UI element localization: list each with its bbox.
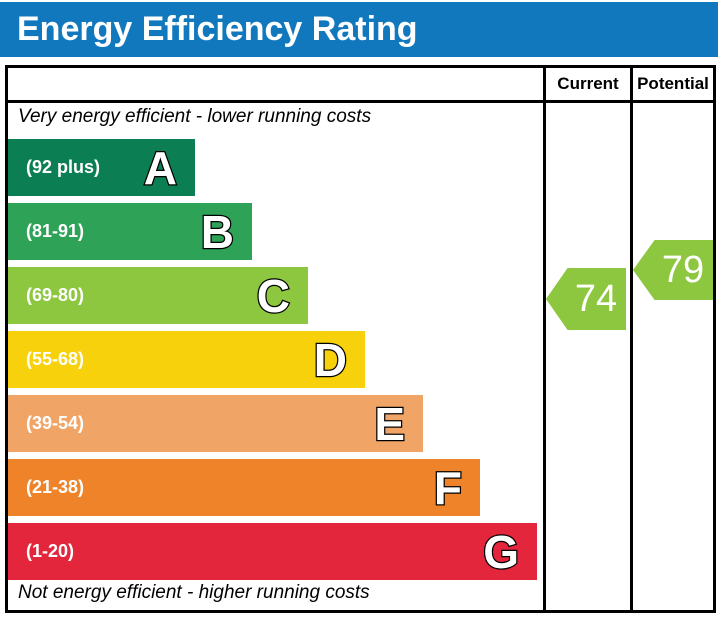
- page-title: Energy Efficiency Rating: [17, 10, 418, 48]
- band-c-range: (69-80): [26, 285, 85, 305]
- band-b-letter: B: [200, 205, 236, 258]
- potential-rating-value: 79: [661, 249, 705, 291]
- potential-column-header: Potential: [637, 74, 709, 93]
- band-a-range: (92 plus): [26, 157, 101, 177]
- band-b: (81-91) B: [8, 203, 252, 260]
- band-g-range: (1-20): [26, 541, 75, 561]
- band-d-range: (55-68): [26, 349, 85, 369]
- band-a-letter: A: [143, 141, 179, 194]
- potential-column-divider: [630, 68, 633, 610]
- current-column-header: Current: [557, 74, 619, 93]
- current-rating-value: 74: [574, 278, 618, 320]
- band-c-letter: C: [256, 269, 292, 322]
- band-c: (69-80) C: [8, 267, 308, 324]
- header-divider-line: [8, 100, 713, 103]
- band-g-letter: G: [482, 525, 520, 578]
- band-b-range: (81-91): [26, 221, 85, 241]
- band-d: (55-68) D: [8, 331, 365, 388]
- rating-table: Current Potential Very energy efficient …: [5, 65, 716, 613]
- band-a: (92 plus) A: [8, 139, 195, 196]
- band-f-letter: F: [433, 461, 464, 514]
- band-d-letter: D: [313, 333, 349, 386]
- band-g: (1-20) G: [8, 523, 537, 580]
- band-e-range: (39-54): [26, 413, 85, 433]
- current-rating-arrow: 74: [546, 268, 626, 330]
- bottom-caption: Not energy efficient - higher running co…: [18, 582, 370, 603]
- band-f: (21-38) F: [8, 459, 480, 516]
- title-bar: Energy Efficiency Rating: [0, 2, 718, 57]
- potential-rating-arrow: 79: [633, 240, 713, 300]
- top-caption: Very energy efficient - lower running co…: [18, 106, 372, 127]
- current-column-divider: [543, 68, 546, 610]
- band-e-letter: E: [373, 397, 406, 450]
- band-e: (39-54) E: [8, 395, 423, 452]
- band-f-range: (21-38): [26, 477, 85, 497]
